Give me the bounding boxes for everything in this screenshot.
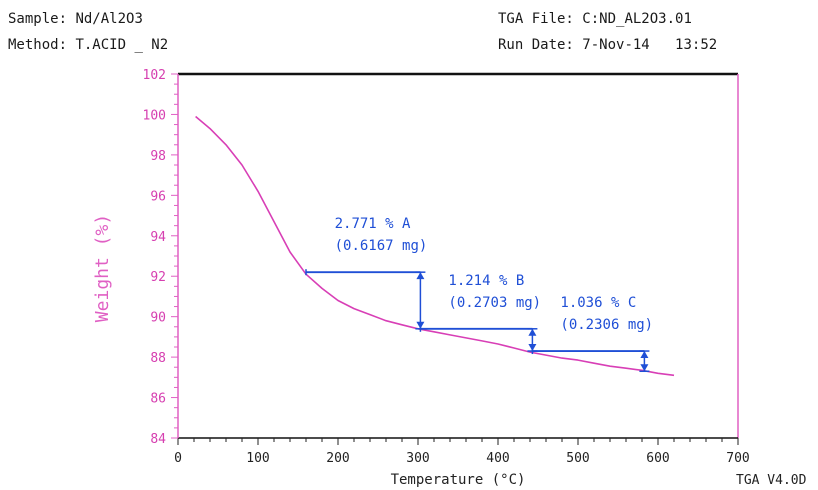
step-annotations: 2.771 % A (0.6167 mg) 1.214 % B (0.2703 mg)… bbox=[305, 216, 653, 373]
method-line: Method: T.ACID _ N2 bbox=[8, 37, 168, 53]
sample-label: Sample: bbox=[8, 11, 68, 27]
step-mass-label: (0.2306 mg) bbox=[560, 317, 653, 333]
x-tick-label: 700 bbox=[726, 451, 749, 466]
step-percent-label: 2.771 % A bbox=[335, 216, 411, 232]
arrow-head bbox=[640, 351, 649, 359]
method-value: T.ACID _ N2 bbox=[75, 37, 169, 53]
axis-ticks: 0 100 200 300 400 500 600 700 84 86 88 90 92 94 96 98 10… bbox=[143, 68, 750, 466]
y-tick-label: 92 bbox=[150, 270, 166, 285]
sample-value: Nd/Al2O3 bbox=[75, 11, 143, 27]
y-tick-label: 84 bbox=[150, 432, 166, 447]
sample-line: Sample: Nd/Al2O3 bbox=[8, 11, 143, 27]
x-tick-label: 500 bbox=[566, 451, 589, 466]
run-date-label: Run Date: bbox=[498, 37, 574, 53]
x-tick-label: 300 bbox=[406, 451, 429, 466]
file-line: TGA File: C:ND_AL2O3.01 bbox=[498, 11, 692, 27]
file-label: TGA File: bbox=[498, 11, 574, 27]
plot-frame bbox=[177, 72, 739, 439]
y-tick-label: 96 bbox=[150, 189, 166, 204]
x-tick-label: 400 bbox=[486, 451, 509, 466]
run-time-value: 13:52 bbox=[675, 37, 718, 53]
y-tick-label: 86 bbox=[150, 392, 166, 407]
weight-curve-line bbox=[195, 115, 675, 377]
step-mass-label: (0.6167 mg) bbox=[335, 238, 428, 254]
y-tick-label: 90 bbox=[150, 311, 166, 326]
file-value: C:ND_AL2O3.01 bbox=[582, 11, 692, 27]
x-tick-label: 0 bbox=[174, 451, 182, 466]
y-tick-label: 94 bbox=[150, 230, 166, 245]
method-label: Method: bbox=[8, 37, 68, 53]
y-tick-label: 100 bbox=[143, 108, 166, 123]
arrow-head bbox=[528, 344, 537, 352]
software-version: TGA V4.0D bbox=[736, 473, 807, 488]
arrow-head bbox=[528, 328, 537, 336]
x-axis-title: Temperature (°C) bbox=[391, 472, 526, 488]
step-mass-label: (0.2703 mg) bbox=[448, 295, 541, 311]
x-tick-label: 600 bbox=[646, 451, 669, 466]
arrow-head bbox=[640, 364, 649, 372]
x-tick-label: 100 bbox=[246, 451, 269, 466]
run-date-value: 7-Nov-14 bbox=[582, 37, 650, 53]
y-axis-title: Weight (%) bbox=[92, 214, 113, 322]
y-tick-label: 98 bbox=[150, 149, 166, 164]
run-date-line: Run Date: 7-Nov-14 13:52 bbox=[498, 37, 717, 53]
arrow-head bbox=[416, 272, 425, 280]
x-tick-label: 200 bbox=[326, 451, 349, 466]
weight-curve-group bbox=[195, 115, 675, 377]
y-tick-label: 88 bbox=[150, 351, 166, 366]
step-percent-label: 1.214 % B bbox=[448, 273, 524, 289]
y-tick-label: 102 bbox=[143, 68, 166, 83]
arrow-head bbox=[416, 321, 425, 329]
step-percent-label: 1.036 % C bbox=[560, 295, 636, 311]
